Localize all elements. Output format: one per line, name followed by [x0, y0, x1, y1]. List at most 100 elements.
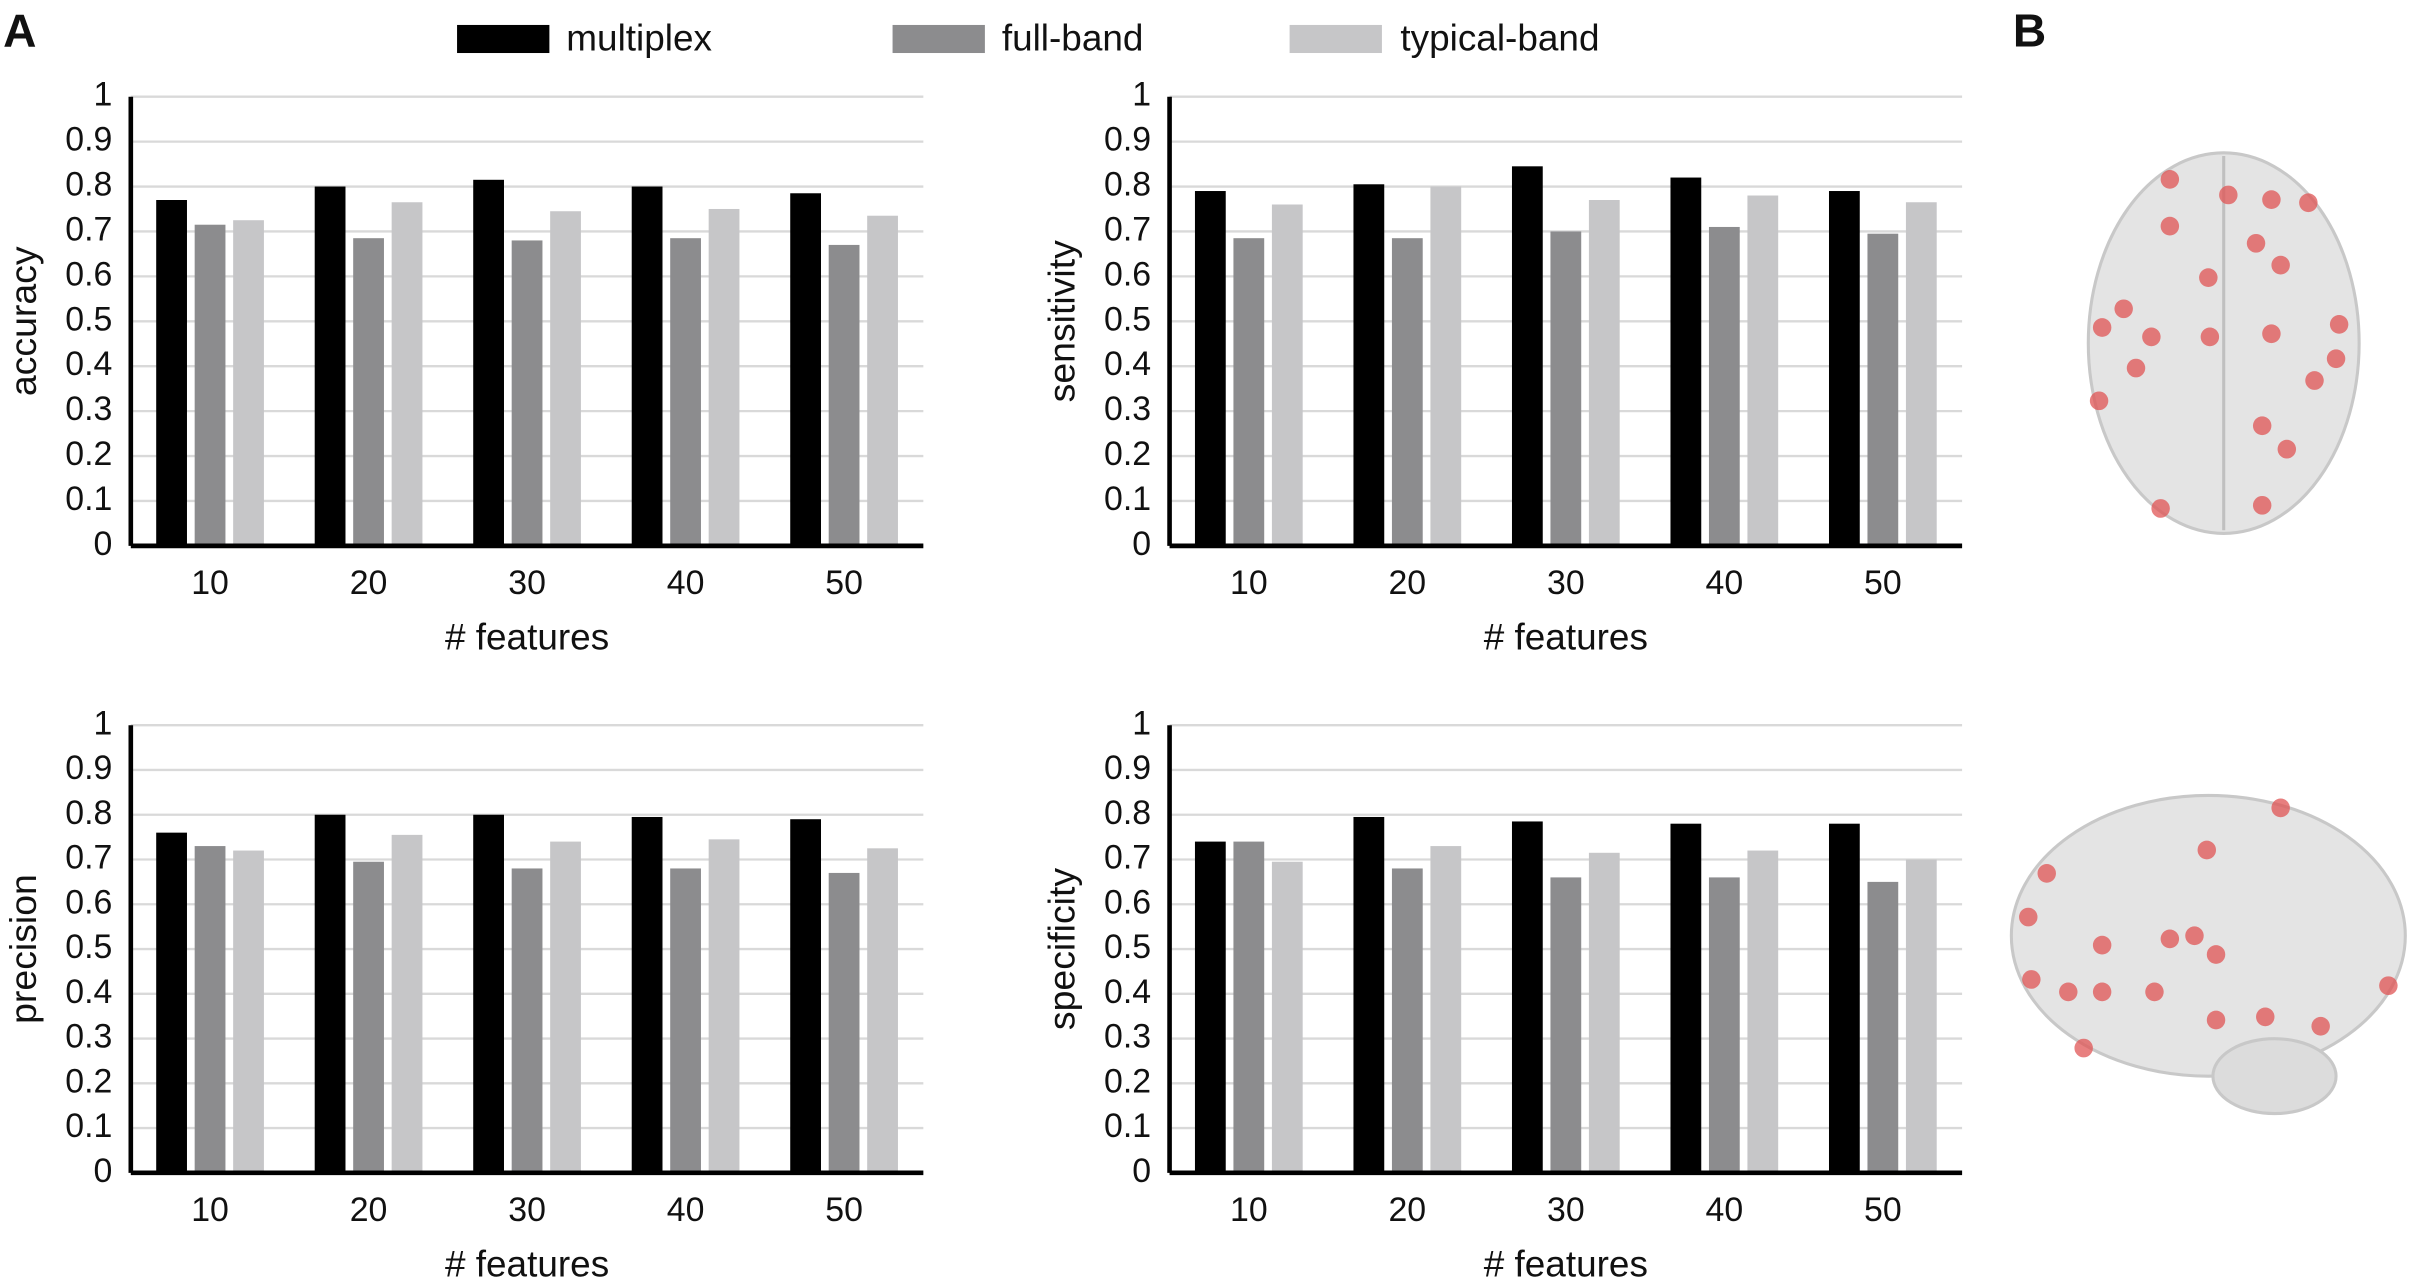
y-tick-label: 1	[1132, 704, 1151, 742]
bar	[1828, 823, 1860, 1173]
bar	[708, 839, 740, 1173]
bar	[314, 186, 346, 546]
y-tick-label: 0.3	[1104, 390, 1151, 428]
y-tick-label: 0.8	[1104, 165, 1151, 203]
bar	[670, 868, 701, 1173]
x-tick-label: 10	[1230, 564, 1268, 602]
bar	[1588, 852, 1620, 1173]
x-tick-label: 30	[1547, 1191, 1585, 1229]
panel-label: B	[2013, 4, 2046, 56]
bar	[473, 179, 504, 546]
y-tick-label: 0	[94, 1152, 113, 1190]
y-tick-label: 0.7	[1104, 838, 1151, 876]
y-tick-label: 0	[94, 525, 113, 563]
bar	[1588, 200, 1620, 546]
bar	[1747, 850, 1779, 1173]
y-tick-label: 0.8	[65, 794, 112, 832]
bar	[1867, 233, 1899, 546]
y-axis-label: sensitivity	[1041, 240, 1083, 403]
bar	[1550, 231, 1582, 546]
y-tick-label: 0.1	[65, 480, 112, 518]
x-tick-label: 50	[825, 564, 863, 602]
bar	[1708, 877, 1740, 1173]
x-tick-label: 30	[508, 564, 546, 602]
bar	[1391, 868, 1423, 1173]
x-tick-label: 40	[667, 564, 705, 602]
y-tick-label: 0.2	[65, 435, 112, 473]
bar	[1391, 238, 1423, 546]
x-axis-label: # features	[1484, 1242, 1648, 1282]
bar	[1670, 177, 1702, 546]
x-tick-label: 20	[350, 564, 388, 602]
y-tick-label: 0.6	[1104, 255, 1151, 293]
y-tick-label: 0.8	[1104, 794, 1151, 832]
y-tick-label: 0.9	[65, 120, 112, 158]
y-tick-label: 1	[1132, 76, 1151, 114]
bar	[670, 238, 701, 546]
brain-top-view	[2086, 151, 2361, 535]
bar	[1511, 166, 1543, 546]
y-axis-label: specificity	[1041, 868, 1083, 1031]
y-tick-label: 0.5	[65, 300, 112, 338]
y-tick-label: 0.1	[1104, 1107, 1151, 1145]
bar	[550, 841, 581, 1173]
bar	[391, 202, 423, 546]
y-tick-label: 0.7	[1104, 210, 1151, 248]
bar	[1233, 238, 1265, 546]
y-tick-label: 0.5	[1104, 300, 1151, 338]
y-tick-label: 0.9	[1104, 120, 1151, 158]
x-tick-label: 40	[667, 1191, 705, 1229]
bar	[550, 211, 581, 546]
y-axis-label: accuracy	[2, 246, 44, 396]
bar	[511, 868, 543, 1173]
x-tick-label: 20	[1389, 1191, 1427, 1229]
bar	[1271, 204, 1303, 546]
bar	[1550, 877, 1582, 1173]
y-tick-label: 0.3	[65, 390, 112, 428]
bar	[1747, 195, 1779, 546]
y-tick-label: 0	[1132, 1152, 1151, 1190]
bar	[1867, 881, 1899, 1173]
bar	[1430, 186, 1462, 546]
y-tick-label: 0.6	[65, 255, 112, 293]
y-tick-label: 0.2	[1104, 435, 1151, 473]
y-tick-label: 0.5	[65, 928, 112, 966]
x-tick-label: 30	[1547, 564, 1585, 602]
panel-label: A	[3, 4, 36, 56]
bar	[1353, 816, 1385, 1173]
bar	[1271, 861, 1303, 1173]
x-tick-label: 20	[1389, 564, 1427, 602]
y-tick-label: 0.5	[1104, 928, 1151, 966]
x-tick-label: 10	[191, 564, 229, 602]
bar	[391, 834, 423, 1173]
y-tick-label: 0.1	[65, 1107, 112, 1145]
y-tick-label: 0.8	[65, 165, 112, 203]
bar	[1194, 191, 1226, 546]
bar	[156, 832, 187, 1173]
y-tick-label: 0.9	[65, 749, 112, 787]
legend-swatch	[457, 24, 550, 54]
bar	[353, 861, 384, 1173]
y-axis-label: precision	[2, 874, 44, 1024]
legend-label: full-band	[1002, 16, 1144, 58]
bar	[314, 814, 346, 1173]
brain-side-view	[2009, 793, 2407, 1116]
x-tick-label: 50	[1864, 1191, 1902, 1229]
bar	[156, 200, 187, 546]
bar	[790, 193, 822, 546]
x-tick-label: 10	[1230, 1191, 1268, 1229]
y-tick-label: 0.1	[1104, 480, 1151, 518]
x-tick-label: 10	[191, 1191, 229, 1229]
y-tick-label: 0.4	[65, 345, 112, 383]
y-tick-label: 0	[1132, 525, 1151, 563]
x-tick-label: 50	[1864, 564, 1902, 602]
bar	[631, 816, 663, 1173]
bar	[1233, 841, 1265, 1173]
x-tick-label: 20	[350, 1191, 388, 1229]
bar	[1353, 184, 1385, 546]
bar	[1194, 841, 1226, 1173]
y-tick-label: 0.2	[1104, 1062, 1151, 1100]
y-tick-label: 0.4	[65, 973, 112, 1011]
x-axis-label: # features	[445, 1242, 609, 1282]
